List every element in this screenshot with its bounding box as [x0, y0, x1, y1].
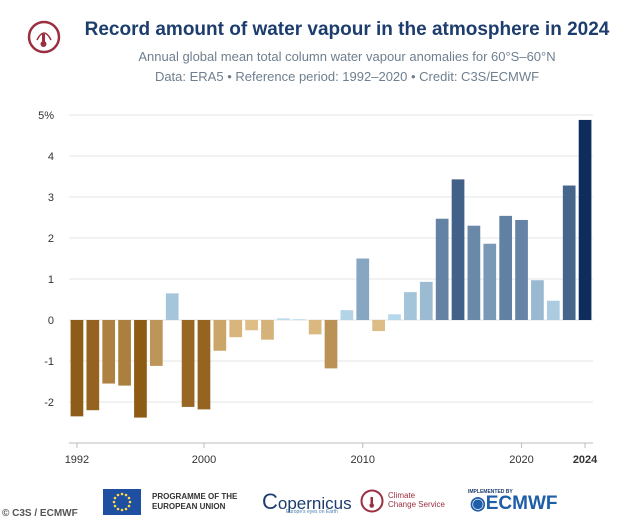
chart-credit-line: Data: ERA5 • Reference period: 1992–2020…: [154, 69, 540, 84]
c3s-label: Climate Change Service: [388, 491, 445, 509]
x-tick-label: 2010: [351, 454, 375, 466]
chart-title: Record amount of water vapour in the atm…: [84, 19, 610, 40]
y-tick-label: -2: [44, 397, 54, 409]
copernicus-logo: Copernicus: [262, 489, 352, 514]
bar-2001: [213, 320, 227, 351]
copernicus-label: opernicus: [277, 494, 352, 513]
x-tick-label: 1992: [65, 454, 89, 466]
bar-1995: [118, 320, 131, 386]
watermark: © C3S / ECMWF: [2, 508, 78, 519]
c3s-footer-logo-icon: [360, 489, 384, 513]
bar-2016: [451, 179, 465, 320]
x-tick-label: 2000: [192, 454, 216, 466]
y-tick-label: 1: [48, 274, 54, 286]
c3s-label-line2: Change Service: [388, 500, 445, 509]
bar-2018: [483, 243, 497, 320]
y-tick-label: 0: [48, 315, 54, 327]
bar-2023: [562, 185, 576, 320]
bar-1992: [70, 320, 84, 417]
x-tick-label: 2024: [573, 454, 598, 466]
bar-2012: [388, 314, 401, 320]
x-tick-label: 2020: [509, 454, 533, 466]
bar-2008: [324, 320, 338, 369]
bar-1993: [86, 320, 100, 411]
y-tick-label: -1: [44, 356, 54, 368]
bar-2005: [277, 318, 290, 320]
ecmwf-logo: ◉ECMWF: [470, 493, 557, 515]
grid-lines: [69, 114, 593, 444]
ecmwf-implemented-label: IMPLEMENTED BY: [468, 489, 513, 495]
y-tick-label: 2: [48, 233, 54, 245]
bar-2006: [292, 319, 306, 321]
c3s-label-line1: Climate: [388, 491, 416, 500]
bar-1994: [102, 320, 116, 384]
chart-subtitle: Annual global mean total column water va…: [138, 49, 556, 64]
eu-flag-icon: [103, 489, 141, 515]
x-tick-labels: 1992 2000 2010 2020 2024: [65, 443, 598, 466]
bar-2002: [229, 320, 243, 338]
bar-2021: [531, 280, 544, 320]
eu-programme-label: PROGRAMME OF THE EUROPEAN UNION: [152, 492, 238, 511]
y-tick-label: 5%: [38, 110, 54, 122]
bar-2015: [435, 218, 449, 320]
bar-1999: [181, 320, 195, 407]
bars: [70, 119, 592, 418]
bar-1997: [149, 320, 163, 366]
bar-2004: [261, 320, 274, 340]
bar-2014: [419, 281, 433, 320]
bar-2024: [578, 119, 592, 320]
bar-2003: [245, 320, 258, 331]
bar-2020: [515, 219, 528, 320]
bar-1996: [134, 320, 147, 418]
bar-2007: [308, 320, 322, 335]
c3s-header-logo-icon: [27, 20, 61, 54]
bar-2013: [404, 292, 417, 320]
y-tick-label: 3: [48, 192, 54, 204]
bar-chart: -2 -1 0 1 2 3 4 5% 1992 2000 2010 2020 2024: [38, 110, 598, 466]
bar-2010: [356, 258, 370, 320]
ecmwf-globe-icon: ◉: [470, 493, 486, 513]
y-tick-labels: -2 -1 0 1 2 3 4 5%: [38, 110, 54, 409]
ecmwf-label: ECMWF: [485, 493, 558, 514]
bar-1998: [165, 293, 179, 320]
bar-2017: [467, 225, 481, 320]
bar-2019: [499, 215, 513, 320]
copernicus-tagline: Europe's eyes on Earth: [286, 509, 338, 515]
bar-2022: [546, 300, 560, 320]
bar-2000: [197, 320, 211, 410]
y-tick-label: 4: [48, 151, 54, 163]
bar-2009: [340, 310, 354, 320]
bar-2011: [372, 320, 385, 332]
